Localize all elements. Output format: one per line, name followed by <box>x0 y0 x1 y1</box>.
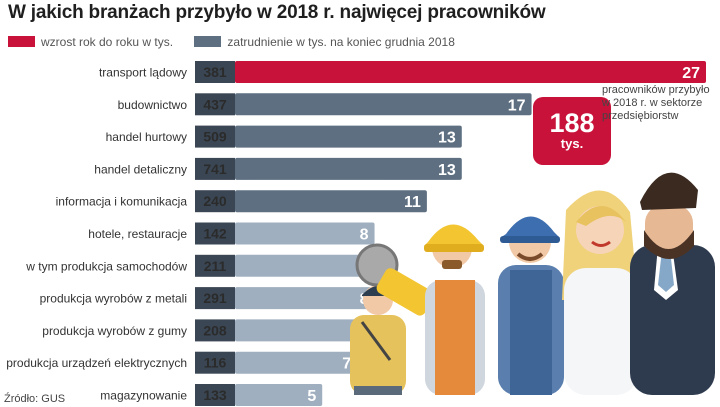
growth-value: 8 <box>360 227 369 244</box>
legend: wzrost rok do roku w tys. zatrudnienie w… <box>8 35 473 49</box>
employment-value: 381 <box>203 64 227 80</box>
employment-box <box>195 384 235 406</box>
employment-value: 437 <box>203 96 227 112</box>
workers-illustration <box>350 172 715 395</box>
employment-box <box>195 125 235 148</box>
employment-box <box>195 93 235 116</box>
employment-value: 240 <box>203 193 227 209</box>
growth-value: 7 <box>342 356 351 373</box>
employment-box <box>195 351 235 374</box>
category-label: transport lądowy <box>99 66 187 80</box>
employment-box <box>195 287 235 310</box>
total-growth-note: pracowników przybyło w 2018 r. w sektorz… <box>602 84 710 122</box>
growth-bar <box>235 222 375 245</box>
category-label: handel hurtowy <box>106 130 187 144</box>
employment-value: 142 <box>203 226 227 242</box>
employment-box <box>195 157 235 180</box>
employment-value: 133 <box>203 387 227 403</box>
total-growth-badge: 188 tys. <box>533 97 611 165</box>
growth-value: 17 <box>508 97 526 114</box>
woman-figure <box>562 190 638 395</box>
category-label: produkcja urządzeń elektrycznych <box>6 356 187 370</box>
growth-bar <box>235 125 462 148</box>
growth-value: 5 <box>307 388 316 405</box>
category-label: informacja i komunikacja <box>56 195 188 209</box>
employment-value: 208 <box>203 322 227 338</box>
growth-value: 27 <box>682 65 700 82</box>
employment-box <box>195 222 235 245</box>
source-note: Źródło: GUS <box>4 393 66 405</box>
growth-bar <box>235 190 427 213</box>
growth-bar <box>235 254 375 277</box>
category-label: magazynowanie <box>100 389 187 403</box>
legend-swatch-growth <box>8 36 35 47</box>
category-label: handel detaliczny <box>94 162 187 176</box>
worker-grinder-figure <box>355 224 485 395</box>
growth-value: 13 <box>438 130 456 147</box>
chart-title: W jakich branżach przybyło w 2018 r. naj… <box>8 2 546 23</box>
employment-value: 116 <box>204 355 227 371</box>
legend-swatch-employment <box>194 36 222 47</box>
employment-value: 741 <box>203 161 227 177</box>
category-label: budownictwo <box>118 98 188 112</box>
growth-bar <box>235 287 375 310</box>
growth-bar <box>235 61 706 83</box>
employment-value: 509 <box>203 129 227 145</box>
legend-item-employment: zatrudnienie w tys. na koniec grudnia 20… <box>194 35 455 49</box>
employment-box <box>195 61 235 83</box>
growth-value: 13 <box>438 162 456 179</box>
employment-value: 211 <box>204 258 227 274</box>
legend-label-growth: wzrost rok do roku w tys. <box>41 35 174 49</box>
businessman-figure <box>630 172 715 395</box>
worker-overalls-figure <box>498 216 564 395</box>
growth-bar <box>235 384 323 406</box>
employment-box <box>195 254 235 277</box>
legend-label-employment: zatrudnienie w tys. na koniec grudnia 20… <box>227 35 455 49</box>
legend-item-growth: wzrost rok do roku w tys. <box>8 35 173 49</box>
employment-box <box>195 319 235 342</box>
growth-bar <box>235 351 358 374</box>
category-label: w tym produkcja samochodów <box>25 259 187 273</box>
growth-value: 11 <box>404 194 421 211</box>
category-label: hotele, restauracje <box>88 227 187 241</box>
total-growth-unit: tys. <box>560 136 584 151</box>
growth-bar <box>235 93 532 116</box>
employment-value: 291 <box>203 290 227 306</box>
category-label: produkcja wyrobów z metali <box>40 292 187 306</box>
total-growth-value: 188 <box>549 108 595 138</box>
growth-bar <box>235 319 375 342</box>
growth-bar <box>235 157 462 180</box>
category-label: produkcja wyrobów z gumy <box>42 324 187 338</box>
employment-box <box>195 190 235 213</box>
